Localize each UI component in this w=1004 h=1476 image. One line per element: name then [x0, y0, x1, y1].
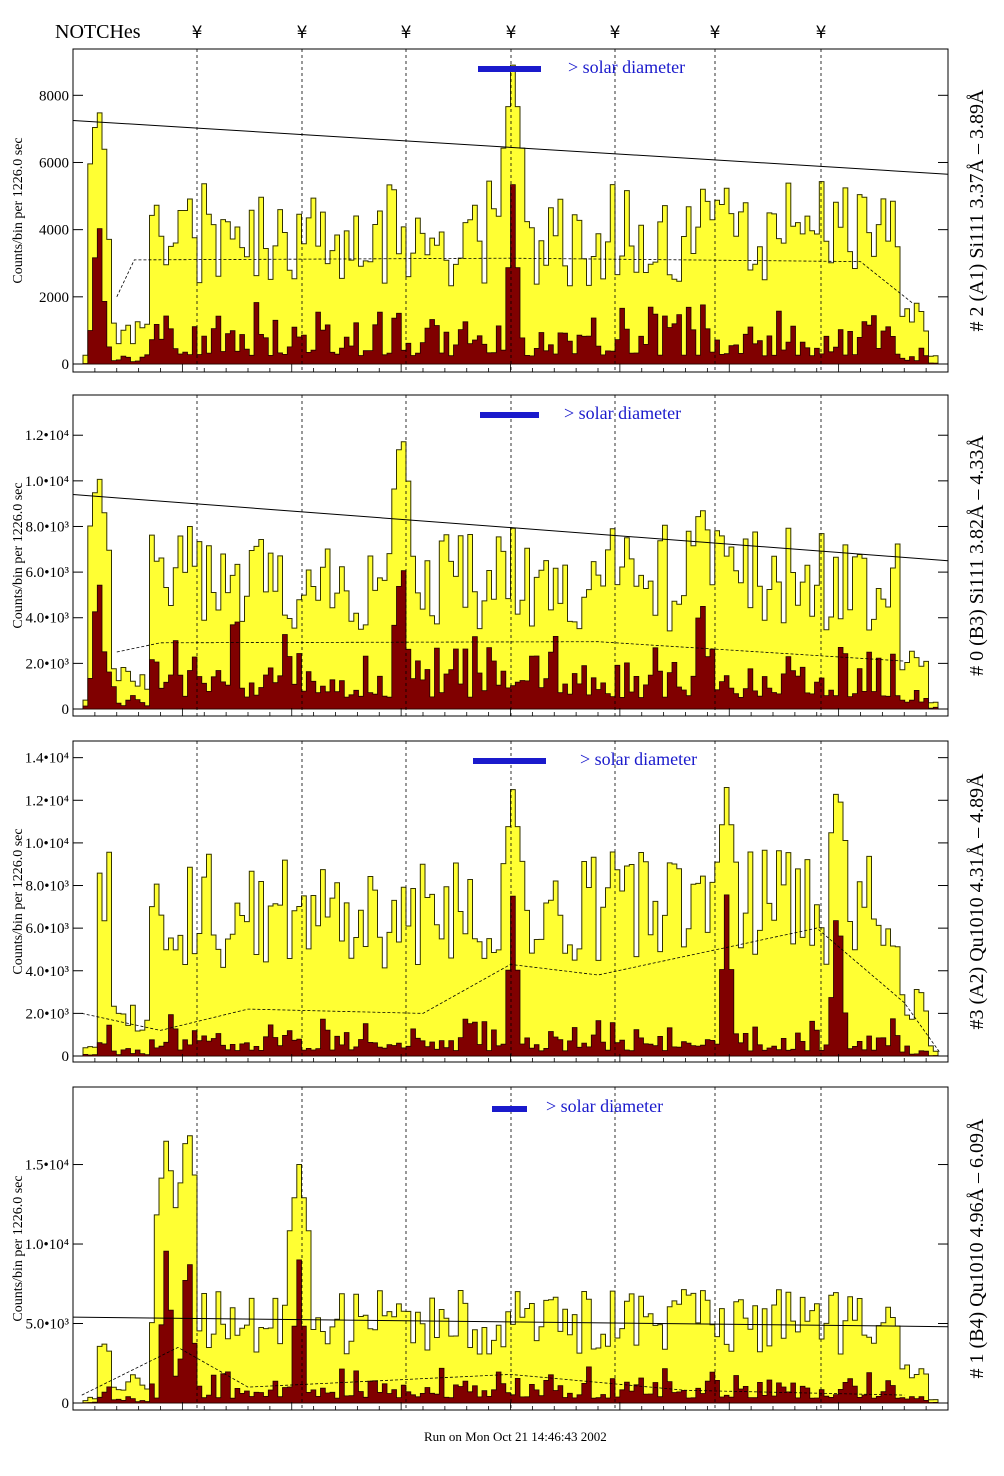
y-tick-label: 1.5•10⁴ [25, 1158, 69, 1174]
solar-diameter-bar [473, 758, 546, 764]
y-tick-label: 1.0•10⁴ [25, 836, 69, 852]
detail-counts-histogram [82, 570, 939, 710]
panel-title: #3 (A2) Qu1010 4.31Å – 4.89Å [966, 773, 988, 1030]
notch-marks: ¥ ¥ ¥ ¥ ¥ ¥ ¥ [192, 23, 827, 43]
y-tick-label: 0 [62, 1049, 70, 1065]
y-tick-label: 4000 [39, 223, 69, 239]
y-axis-label: Counts/bin per 1226.0 sec [11, 828, 26, 974]
panel-2: 0 2.0•10³ 4.0•10³ 6.0•10³ 8.0•10³ 1.0•10⁴ 1.2•… [11, 394, 988, 718]
panel-title: # 1 (B4) Qu1010 4.96Å – 6.09Å [966, 1118, 988, 1379]
solar-diameter-label: > solar diameter [568, 57, 685, 77]
solar-diameter-label: > solar diameter [564, 403, 681, 423]
y-tick-label: 0 [62, 1396, 70, 1412]
y-tick-label: 4.0•10³ [26, 611, 70, 627]
trend-line [72, 119, 949, 175]
y-tick-label: 4.0•10³ [26, 964, 70, 980]
detail-counts-histogram [82, 894, 939, 1057]
total-counts-histogram [82, 1135, 939, 1404]
y-tick-label: 6.0•10³ [26, 565, 70, 581]
notch-mark-5: ¥ [610, 23, 621, 43]
notch-mark-7: ¥ [816, 23, 827, 43]
solar-diameter-label: > solar diameter [580, 749, 697, 769]
total-counts-histogram [82, 441, 939, 710]
y-tick-label: 1.2•10⁴ [25, 428, 69, 444]
y-tick-label: 1.0•10⁴ [25, 474, 69, 490]
y-axis-label: Counts/bin per 1226.0 sec [11, 1175, 26, 1321]
y-tick-label: 2.0•10³ [26, 1006, 70, 1022]
dashed-level-curve [81, 927, 940, 1052]
y-tick-label: 2.0•10³ [26, 656, 70, 672]
trend-line [72, 494, 949, 562]
y-tick-label: 8000 [39, 88, 69, 104]
panel-title: # 0 (B3) Si111 3.82Å – 4.33Å [966, 435, 988, 676]
run-timestamp: Run on Mon Oct 21 14:46:43 2002 [424, 1429, 607, 1444]
notch-mark-6: ¥ [710, 23, 721, 43]
y-tick-label: 6000 [39, 155, 69, 171]
trend-line [72, 1316, 949, 1328]
panel-1: 0 2000 4000 6000 8000 Counts/bin per 1226.0 s… [11, 48, 988, 373]
y-tick-label: 8.0•10³ [26, 879, 70, 895]
y-tick-label: 8.0•10³ [26, 519, 70, 535]
detail-counts-histogram [82, 1250, 939, 1404]
solar-diameter-bar [480, 412, 539, 418]
panel-3: 0 2.0•10³ 4.0•10³ 6.0•10³ 8.0•10³ 1.0•10⁴ 1.2•… [11, 740, 988, 1065]
dashed-level-curve [116, 257, 914, 304]
notch-mark-2: ¥ [297, 23, 308, 43]
y-axis-label: Counts/bin per 1226.0 sec [11, 482, 26, 628]
y-tick-label: 6.0•10³ [26, 921, 70, 937]
y-axis-label: Counts/bin per 1226.0 sec [11, 137, 26, 283]
y-tick-label: 0 [62, 702, 70, 718]
notches-title: NOTCHes [55, 21, 141, 43]
detail-counts-histogram [82, 184, 939, 365]
y-tick-label: 0 [62, 357, 70, 373]
dashed-level-curve [116, 641, 905, 662]
panel-title: # 2 (A1) Si111 3.37Å – 3.89Å [966, 89, 988, 331]
y-tick-label: 1.0•10⁴ [25, 1237, 69, 1253]
y-tick-label: 2000 [39, 290, 69, 306]
notch-mark-3: ¥ [401, 23, 412, 43]
y-tick-label: 5.0•10³ [26, 1317, 70, 1333]
notch-mark-4: ¥ [506, 23, 517, 43]
panels: 0 2000 4000 6000 8000 Counts/bin per 1226.0 s… [11, 48, 988, 1412]
dashed-level-curve [81, 1346, 905, 1396]
solar-diameter-bar [478, 66, 541, 72]
solar-diameter-bar [492, 1106, 527, 1112]
y-tick-label: 1.4•10⁴ [25, 751, 69, 767]
solar-diameter-label: > solar diameter [546, 1096, 663, 1116]
y-tick-label: 1.2•10⁴ [25, 793, 69, 809]
notch-mark-1: ¥ [192, 23, 203, 43]
